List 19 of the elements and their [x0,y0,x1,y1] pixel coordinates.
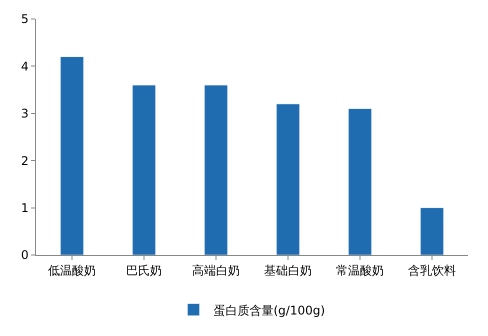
x-tick-label: 含乳饮料 [408,263,456,278]
bar [420,208,444,255]
y-tick-label: 4 [20,59,29,74]
bar [348,108,372,255]
x-tick-label: 基础白奶 [264,263,312,278]
x-tick-label: 常温酸奶 [336,263,384,278]
bar [132,84,156,255]
y-tick-label: 1 [20,201,29,215]
legend-label: 蛋白质含量(g/100g) [214,303,326,318]
bar [60,56,84,255]
x-tick-label: 巴氏奶 [126,263,162,278]
x-tick-label: 高端白奶 [192,263,240,278]
y-tick-label: 5 [20,12,29,26]
bar [276,104,300,255]
y-tick-label: 0 [20,248,29,262]
x-tick-label: 低温酸奶 [48,263,96,278]
bar [204,84,228,255]
y-tick-label: 2 [20,154,29,168]
y-tick-label: 3 [20,106,29,121]
